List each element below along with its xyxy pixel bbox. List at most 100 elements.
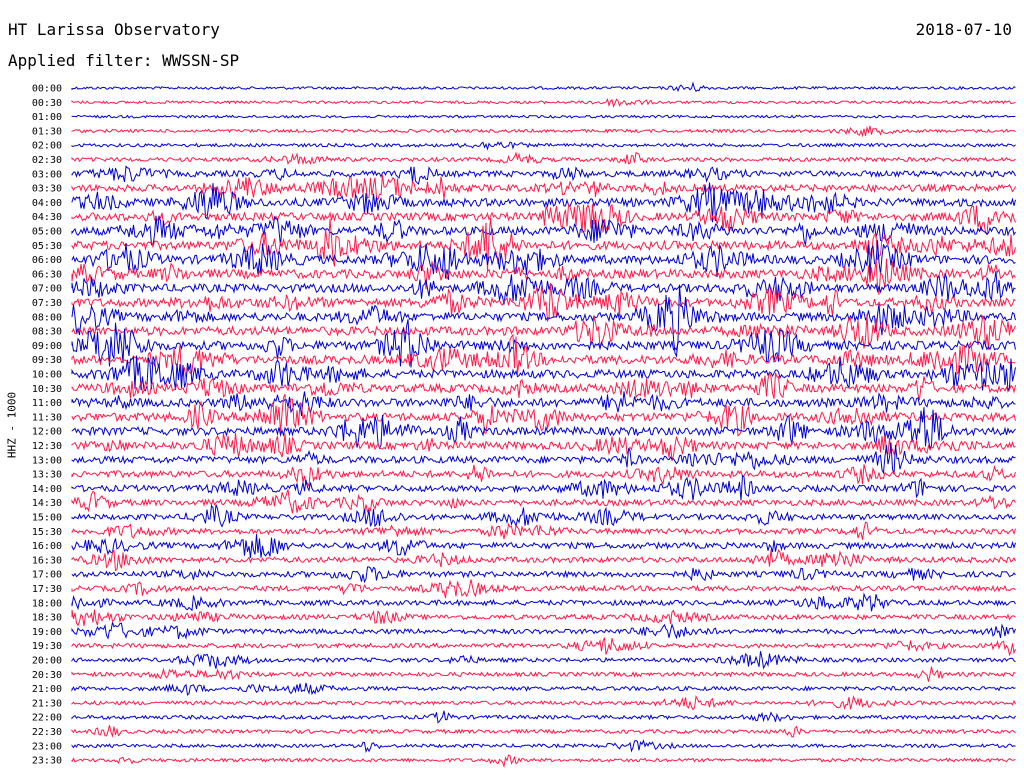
trace-row	[71, 97, 1016, 108]
trace-row	[71, 442, 1016, 475]
row-tick-label: 10:30	[32, 384, 62, 395]
trace-row	[71, 739, 1016, 754]
trace-row	[71, 284, 1016, 358]
row-tick-label: 04:30	[32, 212, 62, 223]
trace-row	[71, 592, 1016, 612]
row-tick-label: 07:30	[32, 298, 62, 309]
row-tick-label: 00:30	[32, 98, 62, 109]
row-tick-label: 23:30	[32, 756, 62, 767]
row-tick-label: 05:30	[32, 241, 62, 252]
trace-row	[71, 637, 1016, 657]
row-tick-label: 08:00	[32, 312, 62, 323]
trace-row	[71, 151, 1016, 166]
row-tick-label: 01:30	[32, 126, 62, 137]
trace-row	[71, 165, 1016, 185]
row-tick-label: 13:30	[32, 470, 62, 481]
trace-row	[71, 81, 1016, 93]
row-tick-label: 15:00	[32, 513, 62, 524]
row-tick-label: 11:30	[32, 412, 62, 423]
observatory-title: HT Larissa Observatory	[8, 20, 220, 39]
row-tick-label: 09:30	[32, 355, 62, 366]
trace-row	[71, 393, 1016, 437]
row-tick-label: 10:00	[32, 370, 62, 381]
row-tick-label: 16:00	[32, 541, 62, 552]
row-tick-label: 08:30	[32, 327, 62, 338]
row-tick-label: 20:30	[32, 670, 62, 681]
trace-row	[71, 319, 1016, 368]
trace-row	[71, 622, 1016, 640]
trace-row	[71, 534, 1016, 558]
trace-row	[71, 141, 1016, 151]
row-tick-label: 04:00	[32, 198, 62, 209]
trace-row	[71, 521, 1016, 540]
row-tick-label: 02:30	[32, 155, 62, 166]
trace-row	[71, 125, 1016, 138]
trace-row	[71, 489, 1016, 514]
trace-row	[71, 370, 1016, 401]
row-tick-label: 17:00	[32, 570, 62, 581]
trace-row	[71, 464, 1016, 489]
row-tick-label: 00:00	[32, 84, 62, 95]
row-tick-label: 06:00	[32, 255, 62, 266]
row-tick-label: 01:00	[32, 112, 62, 123]
trace-row	[71, 432, 1016, 462]
filter-label: Applied filter: WWSSN-SP	[8, 51, 240, 70]
row-tick-label: 19:30	[32, 641, 62, 652]
trace-row	[71, 666, 1016, 682]
row-tick-label: 07:00	[32, 284, 62, 295]
row-tick-label: 11:00	[32, 398, 62, 409]
trace-row	[71, 754, 1016, 769]
row-tick-label: 19:00	[32, 627, 62, 638]
row-tick-label: 22:30	[32, 727, 62, 738]
row-tick-label: 09:00	[32, 341, 62, 352]
trace-row	[71, 218, 1016, 271]
trace-row	[71, 333, 1016, 379]
row-tick-label: 03:00	[32, 169, 62, 180]
row-tick-label: 16:30	[32, 555, 62, 566]
trace-row	[71, 313, 1016, 350]
row-tick-label: 17:30	[32, 584, 62, 595]
row-tick-label: 20:00	[32, 656, 62, 667]
seismic-traces	[71, 81, 1016, 769]
trace-row	[71, 474, 1016, 501]
row-tick-label: 15:30	[32, 527, 62, 538]
trace-row	[71, 710, 1016, 724]
trace-row	[71, 725, 1016, 738]
row-tick-label: 05:00	[32, 227, 62, 238]
row-tick-labels: 00:00 00:30 01:00 01:30 02:00 02:30 03:00 03:30…	[32, 84, 62, 767]
trace-row	[71, 694, 1016, 711]
trace-row	[71, 548, 1016, 572]
row-tick-label: 02:00	[32, 141, 62, 152]
trace-row	[71, 651, 1016, 670]
row-tick-label: 14:30	[32, 498, 62, 509]
trace-row	[71, 174, 1016, 201]
row-tick-label: 18:30	[32, 613, 62, 624]
row-tick-label: 14:00	[32, 484, 62, 495]
trace-row	[71, 114, 1016, 119]
row-tick-label: 18:00	[32, 598, 62, 609]
trace-row	[71, 215, 1016, 247]
trace-row	[71, 283, 1016, 323]
row-tick-label: 21:00	[32, 684, 62, 695]
trace-row	[71, 355, 1016, 393]
date-label: 2018-07-10	[915, 20, 1012, 39]
trace-row	[71, 609, 1016, 627]
trace-row	[71, 579, 1016, 599]
row-tick-label: 13:00	[32, 455, 62, 466]
row-tick-label: 03:30	[32, 184, 62, 195]
trace-row	[71, 407, 1016, 450]
trace-row	[71, 504, 1016, 529]
trace-row	[71, 258, 1016, 295]
row-tick-label: 21:30	[32, 698, 62, 709]
row-tick-label: 06:30	[32, 269, 62, 280]
row-tick-label: 22:00	[32, 713, 62, 724]
trace-row	[71, 566, 1016, 584]
trace-row	[71, 391, 1016, 417]
row-tick-label: 12:30	[32, 441, 62, 452]
trace-row	[71, 202, 1016, 235]
trace-row	[71, 240, 1016, 280]
row-tick-label: 12:00	[32, 427, 62, 438]
row-tick-label: 23:00	[32, 741, 62, 752]
trace-row	[71, 182, 1016, 223]
